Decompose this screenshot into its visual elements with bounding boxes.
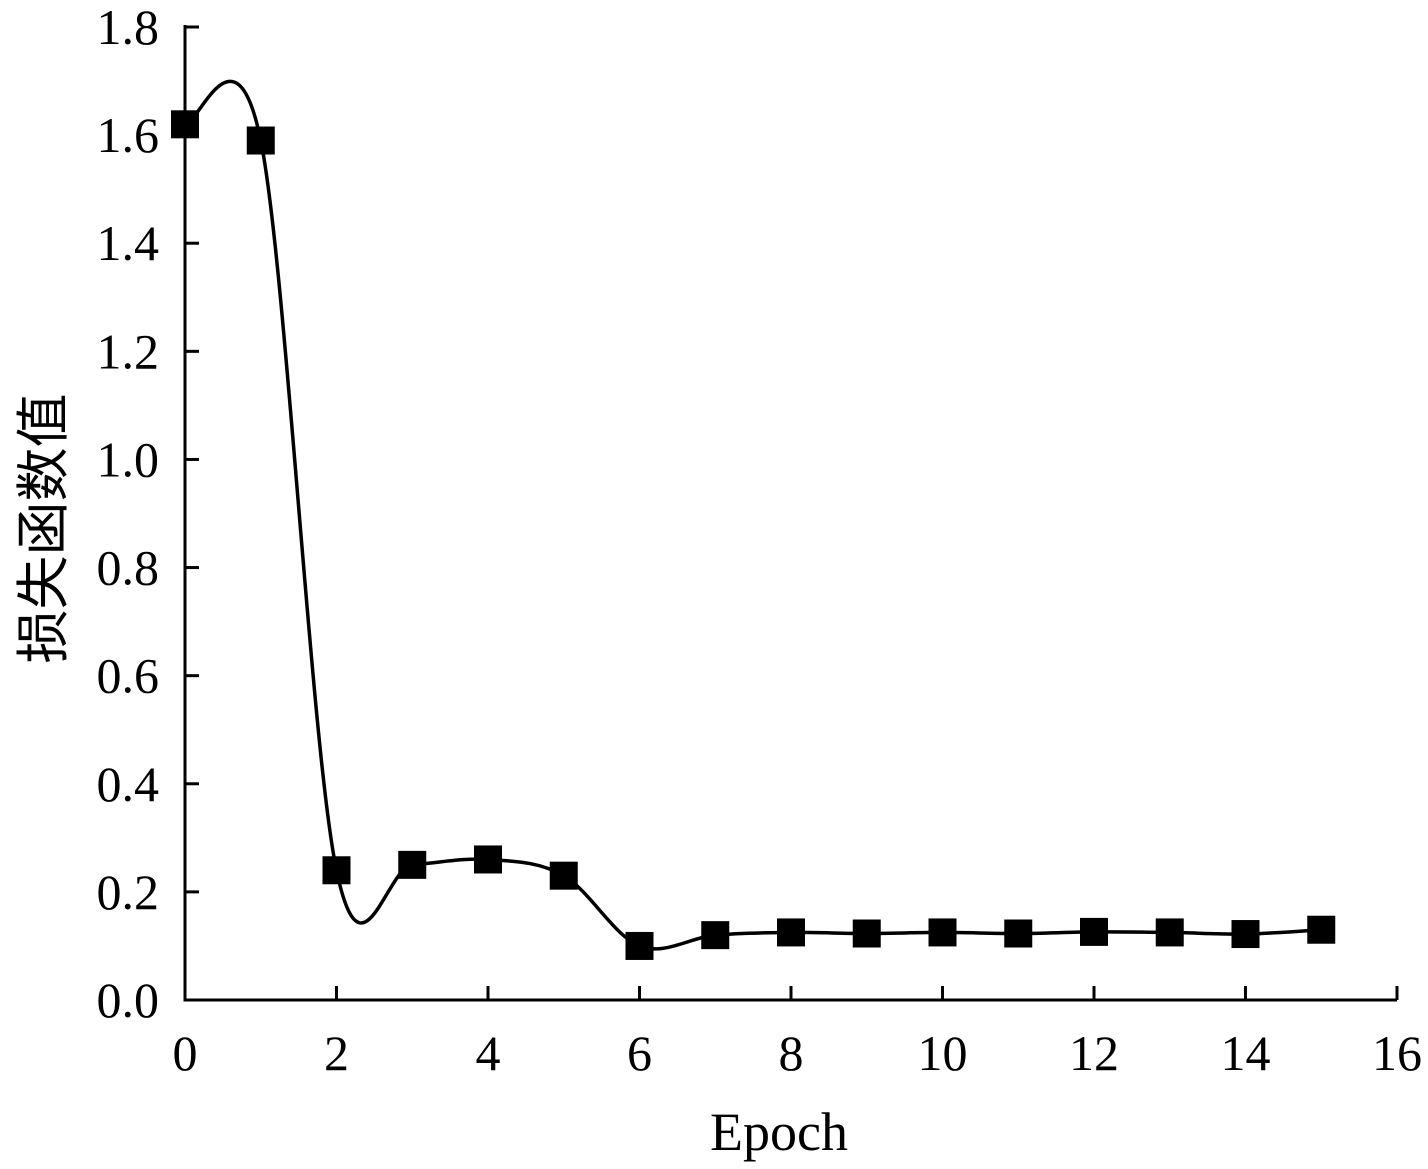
- data-point: [1307, 915, 1336, 944]
- y-tick-label: 0.4: [97, 756, 160, 812]
- data-point: [625, 931, 654, 960]
- data-point: [246, 126, 275, 155]
- y-tick-label: 1.2: [97, 323, 160, 379]
- plot-area: [171, 79, 1336, 960]
- data-point: [852, 919, 881, 948]
- data-point: [322, 856, 351, 885]
- data-point: [474, 845, 502, 874]
- y-tick-label: 0.6: [97, 648, 160, 704]
- x-tick-label: 8: [779, 1025, 804, 1081]
- data-point: [549, 861, 578, 890]
- data-point: [777, 918, 805, 947]
- y-tick-label: 0.8: [97, 540, 160, 596]
- y-tick-label: 0.0: [97, 972, 160, 1028]
- data-point: [701, 921, 730, 950]
- data-point: [398, 850, 427, 879]
- x-tick-label: 14: [1221, 1025, 1271, 1081]
- y-tick-label: 0.2: [97, 864, 160, 920]
- x-tick-label: 16: [1372, 1025, 1422, 1081]
- x-axis-title: Epoch: [710, 1102, 848, 1162]
- data-point: [171, 110, 199, 139]
- y-tick-label: 1.0: [97, 431, 160, 487]
- series-line: [184, 79, 1322, 951]
- x-tick-label: 12: [1069, 1025, 1119, 1081]
- x-tick-label: 6: [627, 1025, 652, 1081]
- y-tick-label: 1.4: [97, 215, 160, 271]
- x-ticks: 0 2 4 6 8 10 12 14 16: [173, 986, 1422, 1081]
- y-axis-title: 损失函数值: [14, 394, 74, 664]
- data-point: [1231, 920, 1260, 949]
- data-point: [1004, 919, 1033, 948]
- y-ticks: 0.0 0.2 0.4 0.6 0.8 1.0 1.2 1.4 1.6 1.8: [97, 0, 199, 1028]
- x-tick-label: 2: [324, 1025, 349, 1081]
- x-tick-label: 0: [173, 1025, 198, 1081]
- x-tick-label: 4: [476, 1025, 501, 1081]
- data-point: [1155, 918, 1184, 947]
- data-point: [1080, 917, 1108, 946]
- y-tick-label: 1.6: [97, 107, 160, 163]
- y-tick-label: 1.8: [97, 0, 160, 55]
- data-point: [928, 918, 957, 947]
- axes: [183, 25, 1397, 1002]
- x-tick-label: 10: [918, 1025, 968, 1081]
